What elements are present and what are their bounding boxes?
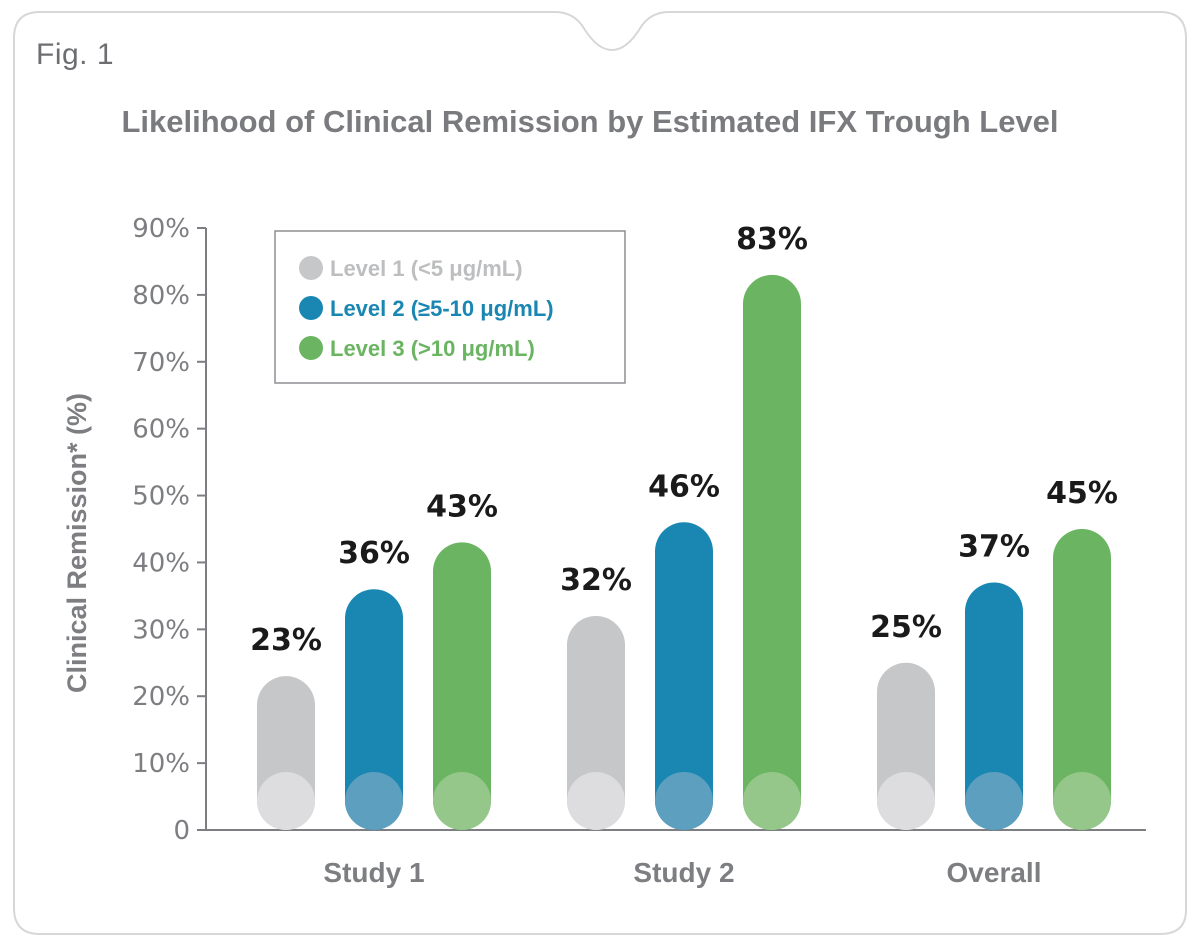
bar-3-study-1 xyxy=(433,542,491,830)
bar-base-2 xyxy=(655,772,713,830)
bar-base-1 xyxy=(257,772,315,830)
y-tick-label: 10% xyxy=(132,749,190,779)
legend-label-1: Level 1 (<5 μg/mL) xyxy=(330,256,523,281)
data-label: 37% xyxy=(958,530,1030,565)
bar-2-study-1 xyxy=(345,589,403,830)
bar-base-1 xyxy=(567,772,625,830)
y-tick-label: 60% xyxy=(132,415,190,445)
y-tick-label: 90% xyxy=(132,214,190,244)
legend-marker-1 xyxy=(299,256,323,280)
legend-box xyxy=(274,230,626,384)
bar-3-study-2 xyxy=(743,274,801,830)
data-label: 43% xyxy=(426,489,498,524)
x-category-label: Study 1 xyxy=(323,857,424,888)
bar-base-3 xyxy=(1053,772,1111,830)
data-label: 36% xyxy=(338,536,410,571)
bar-base-3 xyxy=(433,772,491,830)
x-category-label: Study 2 xyxy=(633,857,734,888)
bar-base-1 xyxy=(877,772,935,830)
bar-base-3 xyxy=(743,772,801,830)
legend-marker-2 xyxy=(299,296,323,320)
data-label: 46% xyxy=(648,469,720,504)
legend-marker-3 xyxy=(299,336,323,360)
data-label: 83% xyxy=(736,222,808,257)
figure-label: Fig. 1 xyxy=(36,38,115,71)
bars xyxy=(257,274,1111,830)
data-labels: 23% 36% 43% 32% 46% 83% 25% 37% 45% xyxy=(250,222,1118,658)
y-tick-label: 80% xyxy=(132,281,190,311)
axes: 0 10% 20% 30% 40% 50% 60% 70% 80% 90% Clinical Rem… xyxy=(62,214,1146,888)
bar-3-overall xyxy=(1053,529,1111,830)
data-label: 25% xyxy=(870,610,942,645)
legend-label-3: Level 3 (>10 μg/mL) xyxy=(330,336,535,361)
y-tick-label: 30% xyxy=(132,615,190,645)
bar-base-2 xyxy=(345,772,403,830)
data-label: 32% xyxy=(560,563,632,598)
y-tick-label: 0 xyxy=(173,816,190,846)
legend: Level 1 (<5 μg/mL) Level 2 (≥5-10 μg/mL) L… xyxy=(274,230,626,384)
data-label: 45% xyxy=(1046,476,1118,511)
bar-2-overall xyxy=(965,582,1023,830)
chart-title: Likelihood of Clinical Remission by Esti… xyxy=(121,104,1059,139)
y-axis-title: Clinical Remission* (%) xyxy=(62,393,92,693)
y-tick-label: 40% xyxy=(132,548,190,578)
y-tick-label: 20% xyxy=(132,682,190,712)
x-category-label: Overall xyxy=(947,857,1042,888)
y-tick-label: 70% xyxy=(132,348,190,378)
bar-base-2 xyxy=(965,772,1023,830)
y-tick-label: 50% xyxy=(132,482,190,512)
data-label: 23% xyxy=(250,623,322,658)
legend-label-2: Level 2 (≥5-10 μg/mL) xyxy=(330,296,554,321)
bar-2-study-2 xyxy=(655,522,713,830)
